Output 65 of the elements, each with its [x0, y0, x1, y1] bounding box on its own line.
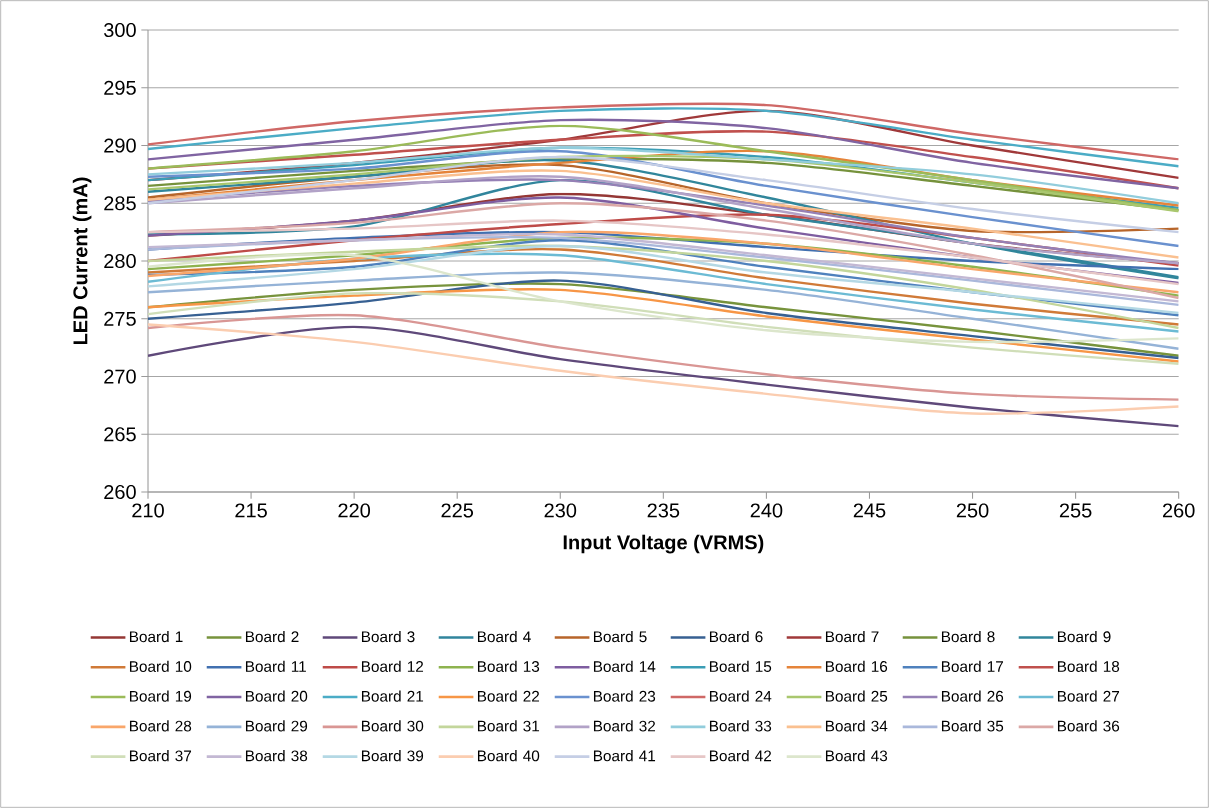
- legend-label: Board 15: [709, 660, 772, 672]
- legend-label: Board 40: [477, 750, 540, 762]
- legend-label: Board 4: [477, 630, 531, 643]
- x-tick-label: 260: [1162, 503, 1195, 518]
- legend-label: Board 31: [477, 720, 540, 732]
- y-tick-label: 270: [104, 369, 136, 384]
- y-axis-title: LED Current (mA): [72, 177, 92, 345]
- legend-label: Board 19: [129, 690, 192, 702]
- legend-label: Board 22: [477, 690, 540, 702]
- legend-label: Board 12: [361, 660, 424, 672]
- legend-label: Board 16: [825, 660, 888, 672]
- legend-label: Board 25: [825, 690, 888, 702]
- x-tick-label: 235: [647, 503, 680, 518]
- y-tick-label: 285: [104, 196, 136, 211]
- legend-label: Board 14: [593, 660, 656, 672]
- x-axis-title: Input Voltage (VRMS): [563, 534, 764, 554]
- y-tick-label: 300: [104, 22, 136, 38]
- legend-label: Board 3: [361, 630, 415, 643]
- legend-label: Board 18: [1057, 660, 1120, 672]
- x-tick-label: 225: [441, 503, 474, 518]
- x-tick-label: 250: [956, 503, 989, 518]
- legend-label: Board 21: [361, 690, 424, 702]
- x-tick-label: 240: [750, 503, 783, 518]
- legend-label: Board 41: [593, 750, 656, 762]
- legend-label: Board 27: [1057, 690, 1120, 702]
- y-tick-label: 265: [104, 427, 136, 442]
- legend-label: Board 26: [941, 690, 1004, 702]
- legend-label: Board 5: [593, 630, 647, 643]
- legend-label: Board 11: [245, 660, 306, 672]
- legend-label: Board 23: [593, 690, 656, 702]
- x-tick-label: 245: [853, 503, 886, 518]
- x-tick-label: 230: [544, 503, 577, 518]
- x-tick-label: 220: [338, 503, 371, 518]
- legend-label: Board 29: [245, 720, 308, 732]
- legend-label: Board 8: [941, 630, 995, 643]
- legend-label: Board 39: [361, 750, 424, 762]
- legend-label: Board 10: [129, 660, 192, 672]
- legend-label: Board 2: [245, 630, 299, 643]
- x-tick-label: 215: [235, 503, 267, 518]
- legend-label: Board 38: [245, 750, 308, 762]
- legend-label: Board 43: [825, 750, 888, 762]
- legend-label: Board 36: [1057, 720, 1120, 732]
- legend-label: Board 24: [709, 690, 772, 702]
- x-tick-label: 255: [1059, 503, 1092, 518]
- legend-label: Board 7: [825, 630, 879, 643]
- legend-label: Board 37: [129, 750, 192, 762]
- legend-label: Board 33: [709, 720, 772, 732]
- legend-label: Board 32: [593, 720, 656, 732]
- legend-label: Board 28: [129, 720, 192, 732]
- legend-label: Board 35: [941, 720, 1004, 732]
- y-tick-label: 290: [104, 138, 136, 153]
- y-tick-label: 295: [104, 80, 136, 95]
- legend-label: Board 9: [1057, 630, 1111, 643]
- legend-label: Board 6: [709, 630, 763, 643]
- legend-label: Board 42: [709, 750, 772, 762]
- legend-label: Board 34: [825, 720, 888, 732]
- y-tick-label: 280: [104, 253, 136, 269]
- y-tick-label: 275: [104, 311, 136, 326]
- legend-label: Board 13: [477, 660, 540, 672]
- legend-label: Board 20: [245, 690, 308, 702]
- y-tick-label: 260: [104, 484, 136, 500]
- legend-label: Board 30: [361, 720, 424, 732]
- legend-label: Board 1: [129, 630, 183, 643]
- x-tick-label: 210: [132, 503, 164, 518]
- legend-label: Board 17: [941, 660, 1004, 672]
